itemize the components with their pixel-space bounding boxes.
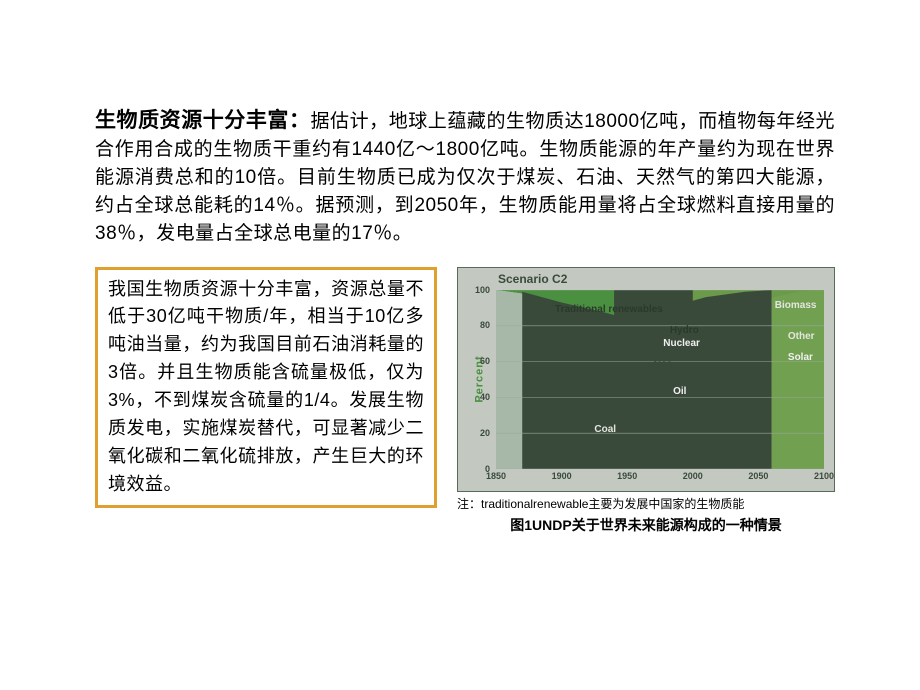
chart-note: 注：traditionalrenewable主要为发展中国家的生物质能 bbox=[457, 495, 835, 513]
area-chart: Scenario C2 Percent 020406080100 Traditi… bbox=[457, 267, 835, 492]
y-axis: 020406080100 bbox=[472, 290, 494, 469]
x-tick: 2100 bbox=[814, 471, 834, 481]
chart-caption: 图1UNDP关于世界未来能源构成的一种情景 bbox=[457, 515, 835, 535]
series-oil bbox=[522, 290, 771, 469]
x-tick: 2050 bbox=[748, 471, 768, 481]
lower-row: 我国生物质资源十分丰富，资源总量不低于30亿吨干物质/年，相当于10亿多吨油当量… bbox=[95, 267, 835, 535]
top-paragraph: 生物质资源十分丰富：据估计，地球上蕴藏的生物质达18000亿吨，而植物每年经光合… bbox=[95, 105, 835, 249]
lead-text: 生物质资源十分丰富： bbox=[95, 109, 311, 132]
chart-column: Scenario C2 Percent 020406080100 Traditi… bbox=[457, 267, 835, 535]
y-tick: 100 bbox=[472, 285, 490, 295]
plot-area: Traditional renewablesBiomassHydroNuclea… bbox=[496, 290, 824, 469]
x-tick: 1950 bbox=[617, 471, 637, 481]
plot-svg bbox=[496, 290, 824, 469]
slide-container: 生物质资源十分丰富：据估计，地球上蕴藏的生物质达18000亿吨，而植物每年经光合… bbox=[0, 0, 920, 575]
boxed-paragraph: 我国生物质资源十分丰富，资源总量不低于30亿吨干物质/年，相当于10亿多吨油当量… bbox=[95, 267, 437, 508]
y-tick: 80 bbox=[472, 320, 490, 330]
x-axis: 185019001950200020502100 bbox=[496, 471, 824, 489]
x-tick: 1850 bbox=[486, 471, 506, 481]
y-tick: 60 bbox=[472, 356, 490, 366]
x-tick: 2000 bbox=[683, 471, 703, 481]
scenario-label: Scenario C2 bbox=[498, 272, 567, 286]
y-tick: 40 bbox=[472, 392, 490, 402]
y-tick: 20 bbox=[472, 428, 490, 438]
x-tick: 1900 bbox=[552, 471, 572, 481]
